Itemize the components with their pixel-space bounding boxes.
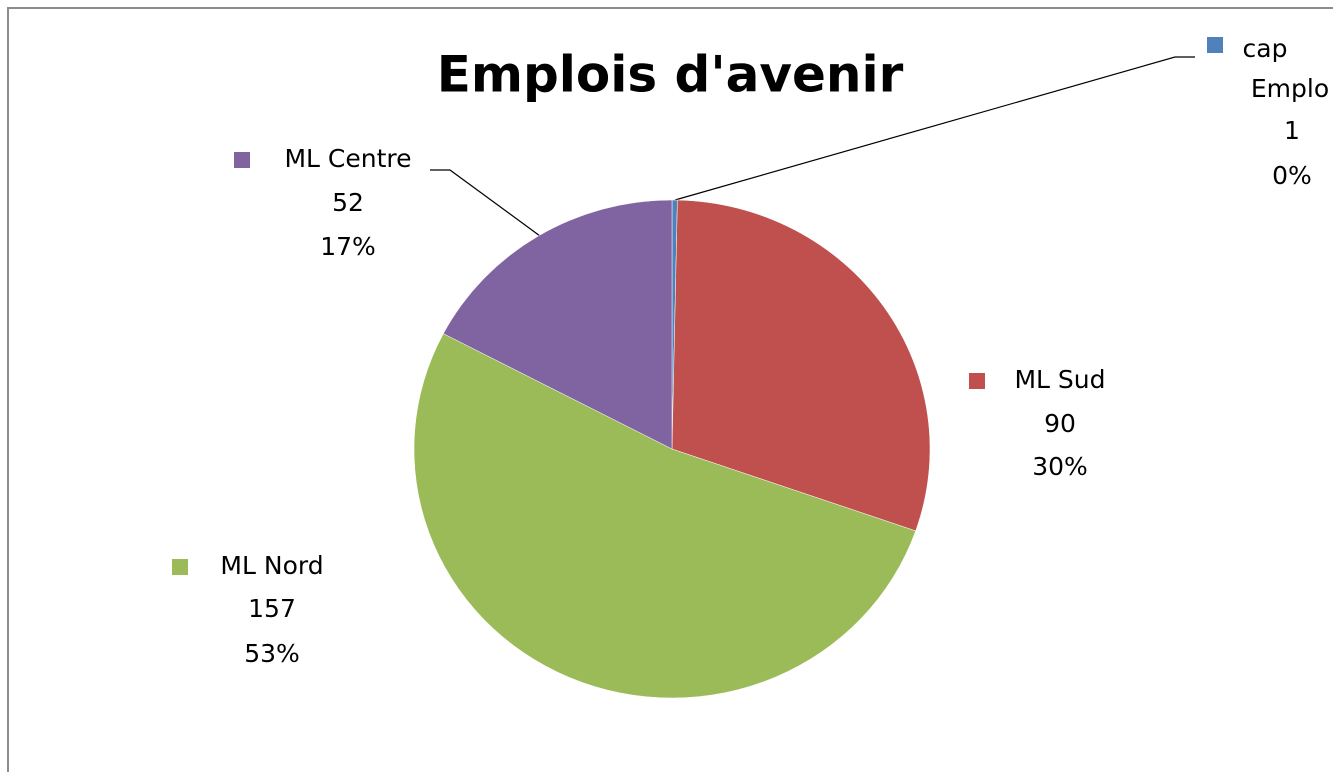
legend-swatch: [172, 559, 188, 575]
pie-slice: [443, 199, 673, 450]
data-label-percent: 30%: [1032, 452, 1088, 481]
pie-slice: [671, 199, 931, 532]
data-label-value: 1: [1284, 116, 1300, 145]
pie-slice: [413, 333, 916, 699]
chart-title: Emplois d'avenir: [437, 46, 904, 104]
legend-swatch: [1207, 37, 1223, 53]
legend-swatch: [969, 373, 985, 389]
data-label-value: 52: [332, 188, 364, 217]
data-label-percent: 17%: [320, 232, 376, 261]
data-label-percent: 0%: [1272, 161, 1312, 190]
data-label-name: cap Emplo: [1243, 34, 1330, 103]
data-label-name: ML Nord: [220, 551, 323, 580]
legend-swatch: [234, 152, 250, 168]
data-label-value: 157: [248, 594, 296, 623]
data-label-name: ML Sud: [1014, 365, 1105, 394]
leader-line: [674, 56, 1195, 201]
data-label-percent: 53%: [244, 639, 300, 668]
leader-line: [430, 169, 541, 237]
data-label-value: 90: [1044, 409, 1076, 438]
data-label-name: ML Centre: [284, 144, 411, 173]
